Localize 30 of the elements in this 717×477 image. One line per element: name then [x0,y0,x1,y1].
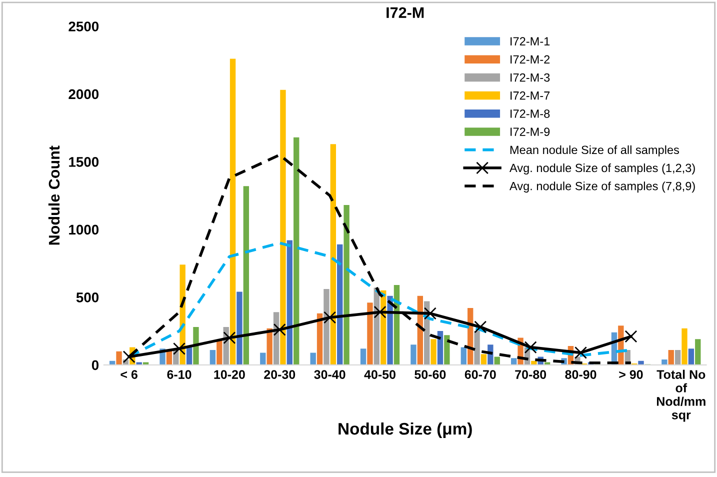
x-tick-label: 50-60 [414,370,446,379]
y-tick-label: 1500 [69,157,99,167]
legend-label: I72-M-3 [510,73,550,82]
legend-label: I72-M-1 [510,37,550,46]
x-tick-label: 80-90 [565,370,596,379]
x-tick-label: 70-80 [515,370,546,379]
y-tick-label: 500 [76,292,99,302]
y-tick-label: 2500 [68,22,99,32]
x-tick-label: 60-70 [464,370,496,379]
legend-label: I72-M-9 [510,128,550,136]
y-tick-label: 0 [92,360,99,370]
x-tick-label: 40-50 [364,370,396,379]
legend-label: I72-M-7 [510,91,550,100]
y-tick-label: 1000 [69,224,99,235]
x-tick-label: 6-10 [167,370,192,379]
y-tick-label: 2000 [68,89,99,100]
y-axis-title: Nodule Count [48,146,60,245]
x-tick-label: < 6 [120,370,138,379]
legend-label: Avg. nodule Size of samples (1,2,3) [510,163,695,174]
x-tick-label: > 90 [619,370,643,379]
x-tick-label: 10-20 [214,370,245,379]
x-axis-title: Nodule Size (μm) [338,422,472,438]
x-tick-label: 20-30 [264,370,296,379]
chart-title: I72-M [386,7,424,18]
x-tick-label: Total No of Nod/mm sqr [656,370,706,422]
legend-label: I72-M-2 [510,55,550,64]
x-tick-label: 30-40 [314,370,346,379]
legend-label: Mean nodule Size of all samples [510,145,680,156]
legend-label: I72-M-8 [510,110,550,118]
legend-label: Avg. nodule Size of samples (7,8,9) [510,182,695,193]
